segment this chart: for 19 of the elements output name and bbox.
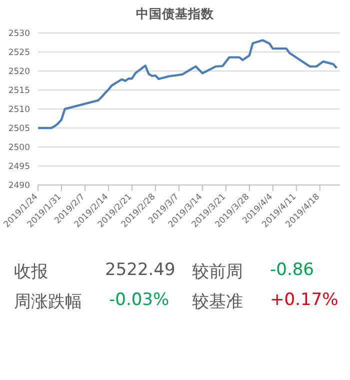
- text: -0.03%: [109, 290, 170, 310]
- y-tick-label: 2530: [8, 29, 30, 40]
- y-tick-label: 2510: [8, 105, 30, 116]
- y-tick-label: 2515: [8, 86, 30, 96]
- y-tick-label: 2525: [8, 48, 30, 58]
- y-tick-label: 2520: [8, 67, 30, 78]
- text: 较前周: [192, 261, 243, 283]
- text: -0.86: [270, 260, 314, 280]
- chart-title: 中国债基指数: [135, 6, 215, 23]
- y-tick-label: 2495: [8, 162, 30, 172]
- text: 收报: [14, 261, 48, 283]
- y-tick-label: 2505: [8, 124, 30, 134]
- text: 较基准: [192, 291, 243, 313]
- text: 周涨跌幅: [14, 291, 82, 313]
- line-series: [38, 39, 338, 130]
- text: 2522.49: [105, 260, 176, 280]
- y-tick-label: 2500: [8, 143, 30, 154]
- y-tick-label: 2490: [8, 181, 30, 192]
- text: +0.17%: [270, 290, 338, 310]
